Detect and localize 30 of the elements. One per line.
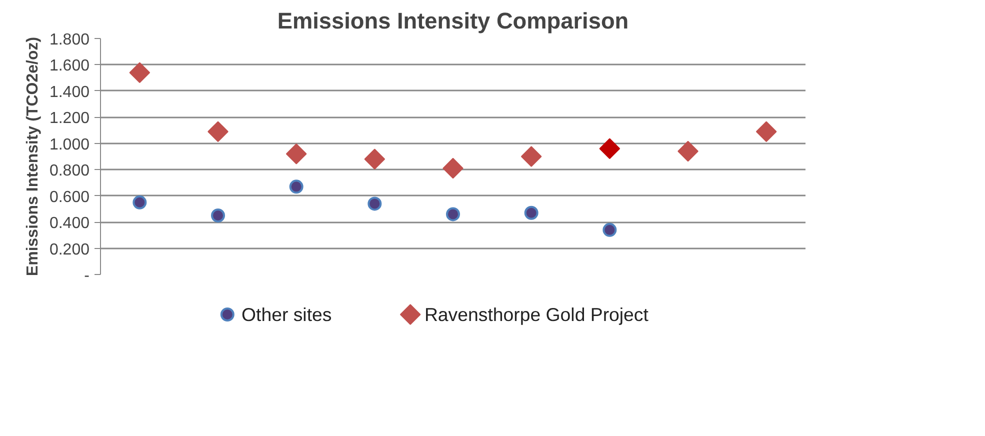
y-tick-label: 0.600: [49, 188, 90, 206]
y-tick-label: 0.800: [49, 162, 90, 180]
y-tick-label: 1.200: [49, 110, 90, 128]
y-tick-label: 1.800: [49, 32, 90, 48]
chart-title: Emissions Intensity Comparison: [277, 8, 629, 34]
point: [129, 62, 150, 83]
point: [132, 195, 147, 210]
y-tick-label: 1.600: [49, 58, 90, 75]
y-tick-label: 1.400: [49, 84, 90, 101]
point: [599, 138, 620, 160]
point: [211, 208, 225, 222]
y-tick-label: 0.400: [49, 215, 90, 232]
point: [368, 196, 382, 211]
point: [446, 207, 460, 222]
y-tick-label: 0.200: [49, 241, 90, 258]
point: [364, 148, 386, 170]
point: [756, 121, 777, 142]
point: [520, 146, 542, 167]
point: [678, 140, 698, 162]
point: [208, 121, 228, 142]
legend-label: Other sites: [242, 304, 332, 325]
point: [289, 180, 304, 194]
point: [524, 206, 538, 220]
point: [602, 222, 617, 237]
legend-label: Ravensthorpe Gold Project: [424, 304, 650, 325]
y-tick-label: -: [84, 268, 90, 284]
point: [286, 143, 307, 164]
y-axis-title: Emissions Intensity (TCO2e/oz): [24, 36, 42, 276]
point: [442, 158, 464, 179]
y-tick-label: 1.000: [49, 136, 90, 154]
